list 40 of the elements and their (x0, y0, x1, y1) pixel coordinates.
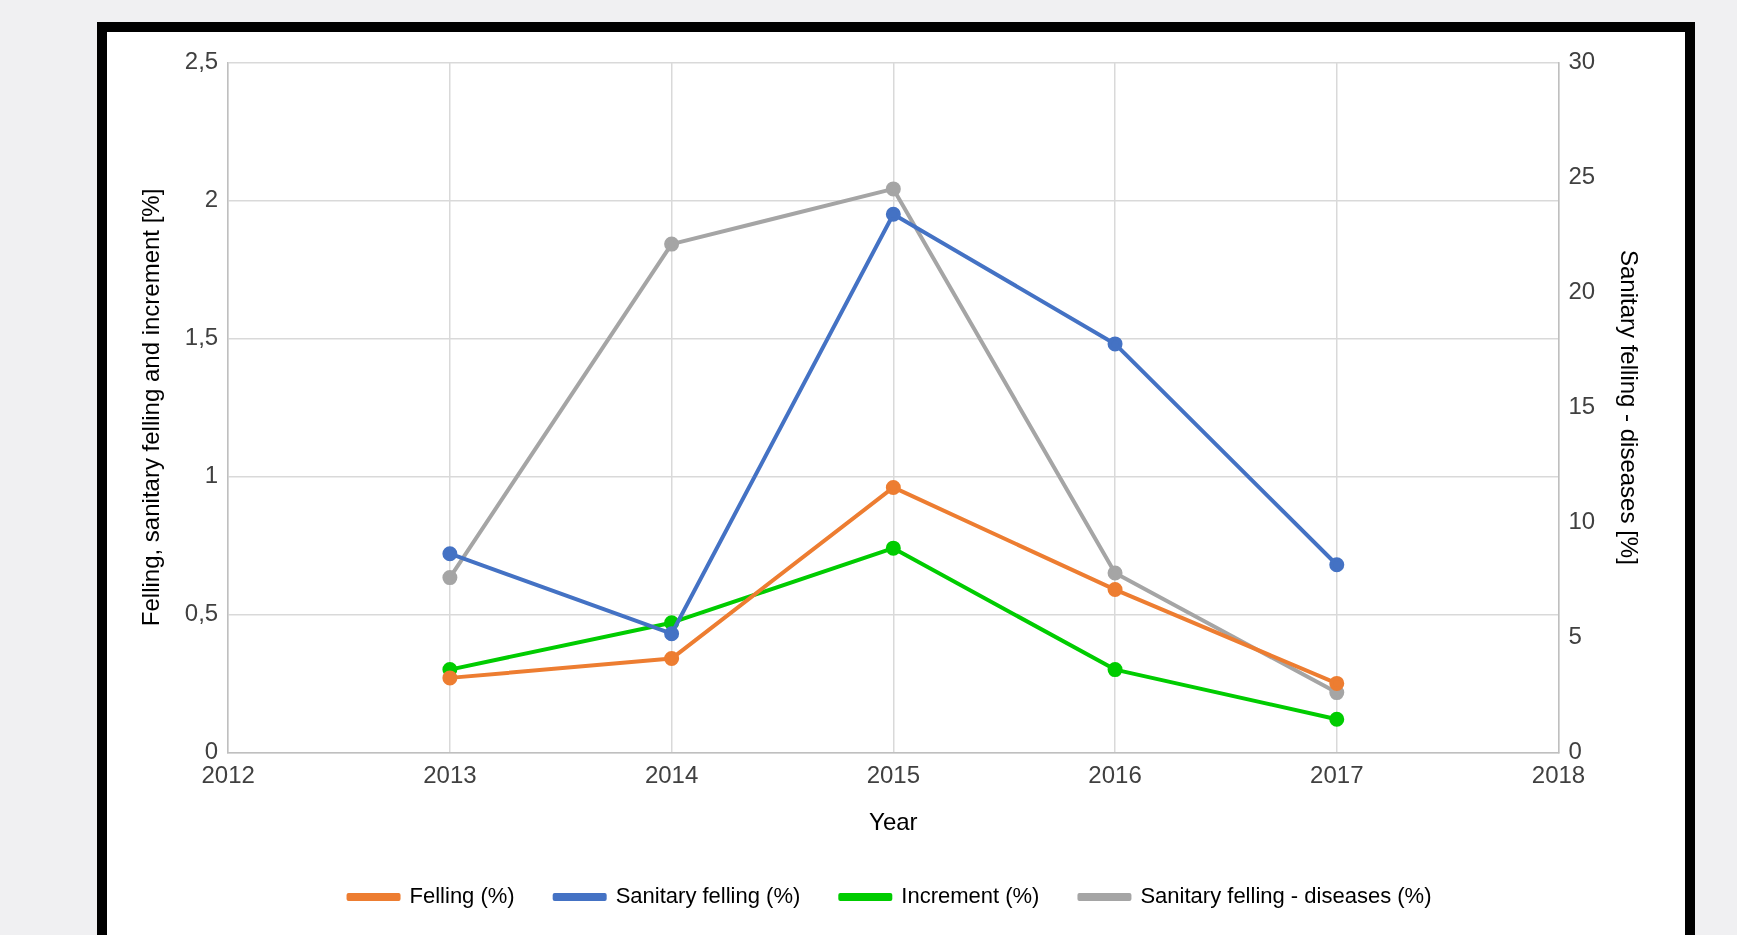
point (1107, 565, 1123, 581)
point (664, 651, 680, 667)
point (1107, 662, 1123, 678)
y-tick-label: 2,5 (184, 47, 219, 75)
point (442, 670, 458, 686)
point (1329, 711, 1345, 727)
y2-tick-label: 5 (1568, 622, 1582, 650)
y-axis-title: Felling, sanitary felling and increment [%] (137, 188, 165, 627)
y2-tick-label: 20 (1568, 277, 1596, 305)
y2-tick-label: 25 (1568, 162, 1596, 190)
x-tick-label: 2013 (423, 761, 477, 789)
y2-tick-label: 10 (1568, 507, 1596, 535)
point (1329, 675, 1345, 691)
y2-tick-label: 30 (1568, 47, 1596, 75)
point (442, 546, 458, 562)
x-tick-label: 2017 (1310, 761, 1364, 789)
y2-tick-label: 15 (1568, 392, 1596, 420)
legend-label: Sanitary felling (%) (615, 883, 801, 909)
x-tick-label: 2016 (1088, 761, 1142, 789)
point (1107, 336, 1123, 352)
y-tick-label: 2 (204, 185, 219, 213)
y-tick-label: 0,5 (184, 599, 219, 627)
y-tick-label: 1,5 (184, 323, 219, 351)
legend-label: Increment (%) (901, 883, 1040, 909)
y-tick-label: 1 (204, 461, 219, 489)
point (664, 236, 680, 252)
legend-label: Felling (%) (409, 883, 515, 909)
point (885, 479, 901, 495)
legend-label: Sanitary felling - diseases (%) (1140, 883, 1432, 909)
point (1329, 557, 1345, 573)
point (885, 540, 901, 556)
point (1107, 582, 1123, 598)
point (885, 181, 901, 197)
x-tick-label: 2015 (866, 761, 921, 789)
point (664, 626, 680, 642)
x-tick-label: 2014 (644, 761, 699, 789)
point (442, 570, 458, 586)
point (885, 206, 901, 222)
x-axis-title: Year (869, 808, 918, 836)
y2-axis-title: Sanitary felling - diseases [%] (1615, 249, 1643, 565)
